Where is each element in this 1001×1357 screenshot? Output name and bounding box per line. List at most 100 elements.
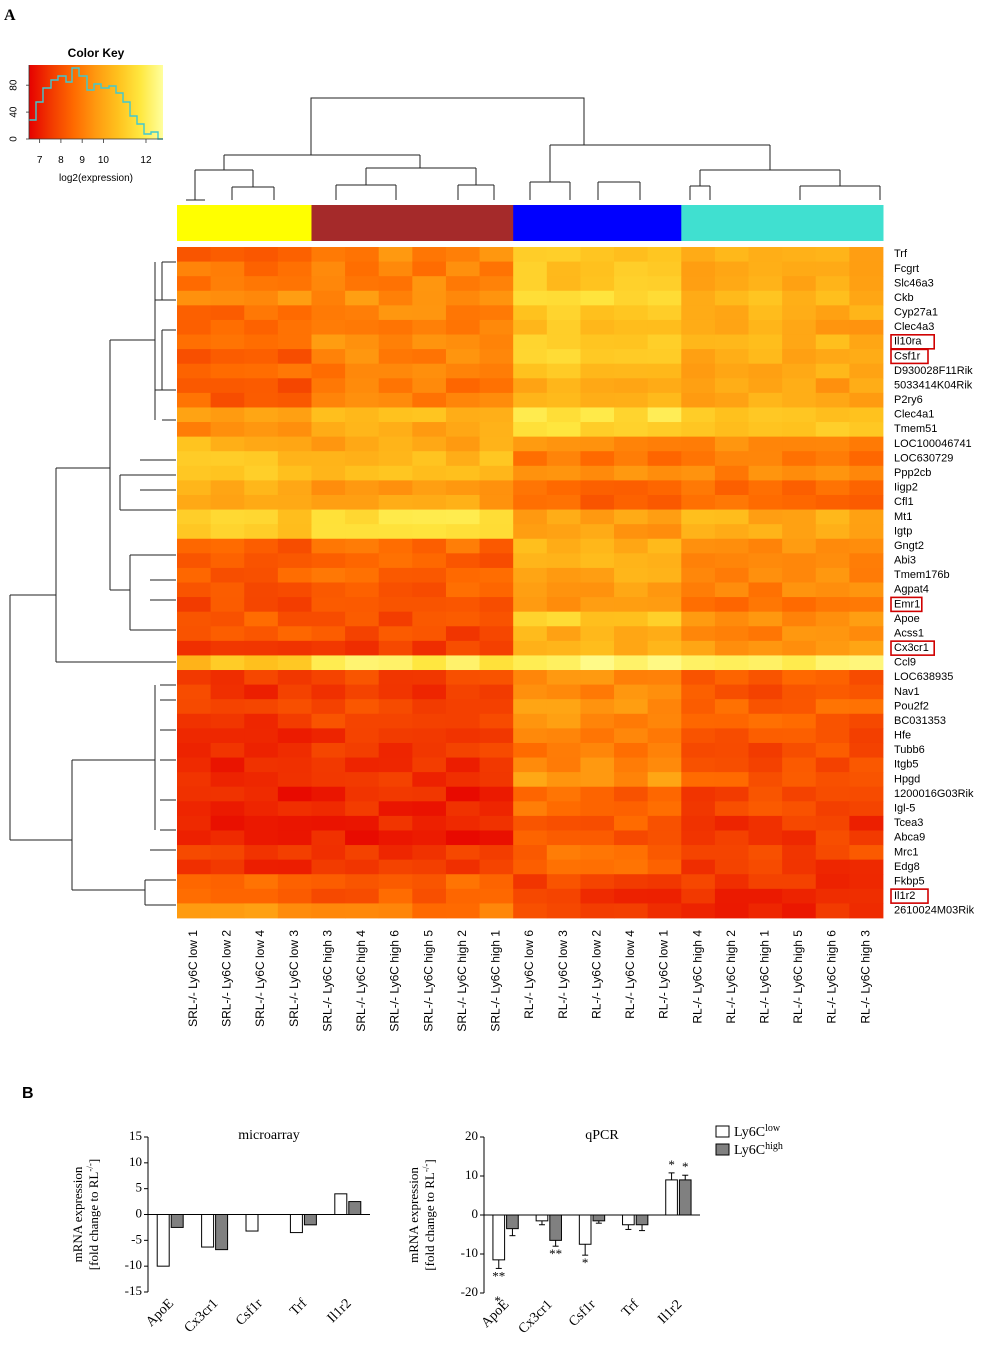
heatmap-cell	[479, 786, 514, 802]
heatmap-cell	[378, 480, 413, 496]
heatmap-cell	[580, 611, 615, 627]
heatmap-cell	[546, 422, 581, 438]
heatmap-cell	[345, 728, 380, 744]
heatmap-cell	[412, 801, 447, 817]
heatmap-cell	[849, 626, 884, 642]
significance-mark: *	[668, 1157, 675, 1172]
heatmap-cell	[378, 815, 413, 831]
heatmap-cell	[479, 276, 514, 292]
heatmap-cell	[378, 772, 413, 788]
heatmap-cell	[748, 699, 783, 715]
chart-title: qPCR	[585, 1128, 619, 1143]
row-label: Fkbp5	[894, 875, 925, 887]
heatmap-cell	[345, 640, 380, 656]
heatmap-cell	[714, 801, 749, 817]
heatmap-cell	[815, 407, 850, 423]
heatmap-cell	[513, 247, 548, 262]
heatmap-cell	[210, 334, 245, 350]
heatmap-cell	[580, 845, 615, 861]
heatmap-cell	[445, 305, 480, 321]
heatmap-cell	[681, 436, 716, 452]
heatmap-cell	[714, 422, 749, 438]
y-axis-label-superscript: -/-	[421, 1164, 431, 1173]
heatmap-cell	[815, 480, 850, 496]
heatmap-cell	[378, 728, 413, 744]
heatmap-cell	[177, 436, 212, 452]
heatmap-cell	[815, 728, 850, 744]
heatmap-cell	[378, 494, 413, 510]
y-tick-label: 0	[136, 1205, 143, 1220]
heatmap-cell	[479, 845, 514, 861]
heatmap-cell	[412, 874, 447, 890]
heatmap-cell	[311, 640, 346, 656]
heatmap-cell	[378, 742, 413, 758]
heatmap-cell	[815, 582, 850, 598]
heatmap-cell	[681, 276, 716, 292]
heatmap-cell	[681, 874, 716, 890]
heatmap-cell	[345, 407, 380, 423]
heatmap-cell	[177, 407, 212, 423]
heatmap-cell	[513, 553, 548, 569]
heatmap-cell	[210, 888, 245, 904]
heatmap-cell	[546, 553, 581, 569]
heatmap-cell	[345, 597, 380, 613]
heatmap-cell	[614, 684, 649, 700]
heatmap-cell	[277, 611, 312, 627]
row-label: Cx3cr1	[894, 642, 929, 654]
heatmap-cell	[681, 611, 716, 627]
heatmap-cell	[479, 422, 514, 438]
heatmap-cell	[614, 247, 649, 262]
heatmap-cell	[345, 451, 380, 467]
column-label: RL-/- Ly6C high 5	[791, 930, 805, 1024]
microarray-bar-chart: microarray mRNA expression [fold change to…	[70, 1128, 370, 1336]
heatmap-cell	[412, 378, 447, 394]
heatmap-cell	[614, 509, 649, 525]
heatmap-cell	[244, 334, 279, 350]
heatmap-cell	[277, 261, 312, 277]
heatmap-cell	[849, 670, 884, 686]
heatmap-cell	[546, 363, 581, 379]
y-tick-label: 10	[129, 1154, 142, 1169]
heatmap-cell	[177, 334, 212, 350]
heatmap-cell	[177, 480, 212, 496]
heatmap-cell	[580, 830, 615, 846]
heatmap-cell	[815, 801, 850, 817]
row-label: Ppp2cb	[894, 467, 931, 479]
heatmap-cell	[378, 567, 413, 583]
heatmap-cell	[513, 757, 548, 773]
heatmap-cell	[580, 451, 615, 467]
heatmap-cell	[479, 626, 514, 642]
row-label: Hpgd	[894, 773, 920, 785]
heatmap-cell	[614, 830, 649, 846]
heatmap-cell	[714, 845, 749, 861]
heatmap-cell	[479, 524, 514, 540]
column-label: SRL-/- Ly6C high 6	[388, 930, 402, 1032]
row-label: Igl-5	[894, 803, 915, 815]
heatmap-cell	[681, 494, 716, 510]
heatmap-cell	[714, 597, 749, 613]
heatmap-cell	[782, 801, 817, 817]
heatmap-cell	[177, 786, 212, 802]
heatmap-cell	[849, 845, 884, 861]
heatmap-cell	[479, 261, 514, 277]
heatmap-cell	[546, 830, 581, 846]
heatmap-cell	[748, 349, 783, 365]
column-label: SRL-/- Ly6C low 4	[253, 930, 267, 1027]
heatmap-cell	[748, 597, 783, 613]
heatmap-cell	[815, 422, 850, 438]
heatmap-cell	[580, 480, 615, 496]
heatmap-cell	[513, 465, 548, 481]
heatmap-cell	[614, 699, 649, 715]
heatmap-cell	[277, 757, 312, 773]
heatmap-cell	[748, 655, 783, 671]
heatmap-cell	[378, 699, 413, 715]
heatmap-cell	[580, 261, 615, 277]
heatmap-cell	[244, 567, 279, 583]
heatmap-cell	[378, 640, 413, 656]
heatmap-cell	[748, 874, 783, 890]
heatmap-cell	[849, 247, 884, 262]
heatmap-cell	[815, 597, 850, 613]
heatmap-cell	[513, 597, 548, 613]
heatmap-cell	[311, 494, 346, 510]
heatmap-cell	[513, 509, 548, 525]
